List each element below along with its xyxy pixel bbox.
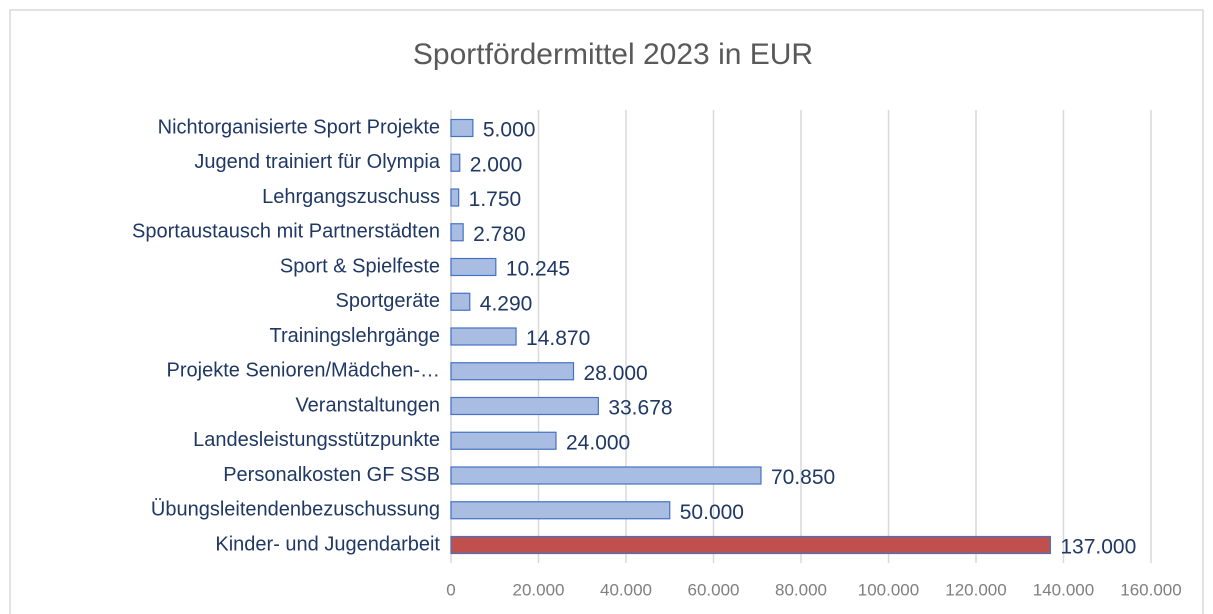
bar [450, 535, 1051, 555]
data-label: 5.000 [483, 119, 536, 142]
y-tick-label: Lehrgangszuschuss [262, 186, 440, 208]
y-tick-label: Projekte Senioren/Mädchen-… [167, 360, 440, 382]
bar [450, 153, 461, 172]
data-label: 10.245 [506, 258, 570, 281]
y-tick-label: Sportaustausch mit Partnerstädten [132, 221, 440, 243]
y-tick-label: Übungsleitendenbezuschussung [151, 499, 440, 521]
bar [450, 118, 474, 138]
data-label: 2.000 [470, 153, 523, 176]
y-tick-label: Trainingslehrgänge [270, 325, 440, 347]
data-label: 2.780 [473, 223, 526, 246]
y-tick-label: Landesleistungsstützpunkte [193, 429, 440, 451]
chart-title: Sportfördermittel 2023 in EUR [413, 38, 813, 71]
y-tick-label: Sportgeräte [335, 290, 440, 312]
x-tick-label: 100.000 [858, 580, 919, 599]
bar [450, 188, 460, 207]
x-tick-label: 160.000 [1120, 580, 1181, 599]
x-tick-label: 80.000 [775, 580, 827, 599]
data-label: 50.000 [680, 501, 744, 524]
x-tick-label: 0 [446, 580, 455, 599]
x-tick-label: 120.000 [945, 580, 1006, 599]
bar [450, 396, 599, 416]
data-label: 28.000 [584, 362, 648, 385]
x-tick-label: 140.000 [1033, 580, 1094, 599]
y-tick-label: Veranstaltungen [295, 394, 440, 416]
data-label: 70.850 [771, 466, 835, 489]
bar [450, 501, 671, 520]
bar [450, 431, 557, 450]
bar [450, 466, 762, 485]
y-tick-label: Nichtorganisierte Sport Projekte [158, 116, 440, 138]
bar [450, 257, 497, 277]
chart-border [9, 9, 1204, 614]
y-tick-label: Sport & Spielfeste [280, 255, 440, 277]
data-label: 14.870 [526, 327, 590, 350]
data-label: 137.000 [1060, 536, 1136, 559]
data-label: 4.290 [480, 292, 533, 315]
x-tick-label: 20.000 [513, 580, 565, 599]
bar [450, 327, 517, 346]
data-label: 33.678 [608, 397, 672, 420]
x-tick-label: 40.000 [600, 580, 652, 599]
bar [450, 292, 471, 311]
bar [450, 223, 464, 242]
data-label: 24.000 [566, 431, 630, 454]
x-tick-label: 60.000 [688, 580, 740, 599]
y-tick-label: Jugend trainiert für Olympia [194, 151, 441, 173]
data-label: 1.750 [469, 188, 522, 211]
y-tick-label: Kinder- und Jugendarbeit [215, 533, 440, 555]
y-tick-label: Personalkosten GF SSB [223, 464, 440, 486]
bar [450, 362, 575, 381]
